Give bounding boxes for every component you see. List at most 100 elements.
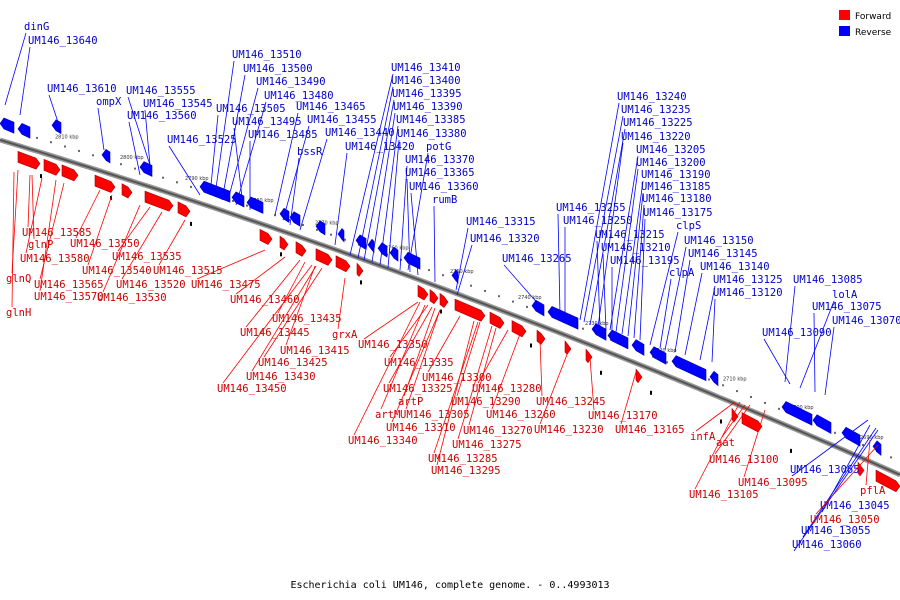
- forward-gene-label[interactable]: UM146_13350: [358, 339, 428, 351]
- forward-gene[interactable]: [259, 228, 273, 245]
- forward-gene-label[interactable]: UM146_13295: [431, 465, 501, 477]
- forward-gene[interactable]: [121, 183, 133, 199]
- forward-gene[interactable]: [454, 298, 486, 322]
- reverse-gene-label[interactable]: UM146_13210: [601, 242, 671, 254]
- forward-gene-label[interactable]: UM146_13230: [534, 424, 604, 436]
- reverse-gene-label[interactable]: UM146_13225: [623, 117, 693, 129]
- reverse-gene-label[interactable]: UM146_13075: [812, 301, 882, 313]
- reverse-gene-label[interactable]: rumB: [432, 194, 457, 206]
- forward-gene[interactable]: [43, 158, 61, 176]
- forward-gene[interactable]: [489, 311, 505, 329]
- reverse-gene[interactable]: [812, 414, 832, 435]
- reverse-gene-label[interactable]: UM146_13085: [793, 274, 863, 286]
- reverse-gene[interactable]: [0, 117, 15, 134]
- reverse-gene[interactable]: [289, 211, 301, 227]
- reverse-gene-label[interactable]: UM146_13410: [391, 62, 461, 74]
- forward-gene-label[interactable]: UM146_13300: [422, 372, 492, 384]
- forward-gene[interactable]: [295, 241, 307, 257]
- reverse-gene[interactable]: [607, 329, 629, 350]
- forward-gene-label[interactable]: UM146_13580: [20, 253, 90, 265]
- reverse-gene-label[interactable]: UM146_13200: [636, 157, 706, 169]
- forward-gene-label[interactable]: UM146_13430: [246, 371, 316, 383]
- reverse-gene-label[interactable]: UM146_13125: [713, 274, 783, 286]
- reverse-gene-label[interactable]: UM146_13385: [396, 114, 466, 126]
- forward-gene-label[interactable]: grxA: [332, 329, 358, 341]
- reverse-gene-label[interactable]: UM146_13380: [397, 128, 467, 140]
- reverse-gene[interactable]: [101, 148, 111, 164]
- reverse-gene-label[interactable]: UM146_13235: [621, 104, 691, 116]
- reverse-gene-label[interactable]: UM146_13360: [409, 181, 479, 193]
- forward-gene-label[interactable]: UM146_13565: [34, 279, 104, 291]
- reverse-gene[interactable]: [781, 401, 813, 426]
- reverse-gene[interactable]: [709, 370, 719, 387]
- forward-gene[interactable]: [335, 255, 351, 273]
- reverse-gene[interactable]: [139, 161, 153, 177]
- forward-gene[interactable]: [17, 150, 41, 170]
- forward-gene-label[interactable]: UM146_13105: [689, 489, 759, 501]
- forward-gene-label[interactable]: UM146_13415: [280, 345, 350, 357]
- forward-gene[interactable]: [177, 201, 191, 218]
- forward-gene[interactable]: [144, 190, 174, 212]
- forward-gene[interactable]: [94, 174, 116, 193]
- reverse-gene-label[interactable]: UM146_13320: [470, 233, 540, 245]
- reverse-gene-label[interactable]: UM146_13490: [256, 76, 326, 88]
- reverse-gene-label[interactable]: UM146_13485: [248, 129, 318, 141]
- reverse-gene-label[interactable]: lolA: [832, 289, 858, 301]
- forward-gene-label[interactable]: UM146_13425: [258, 357, 328, 369]
- reverse-gene-label[interactable]: UM146_13370: [405, 154, 475, 166]
- reverse-gene-label[interactable]: UM146_13560: [127, 110, 197, 122]
- reverse-gene[interactable]: [367, 238, 375, 254]
- reverse-gene-label[interactable]: UM146_13175: [643, 207, 713, 219]
- reverse-gene-label[interactable]: UM146_13480: [264, 90, 334, 102]
- forward-gene[interactable]: [417, 284, 429, 301]
- reverse-gene-label[interactable]: UM146_13525: [167, 134, 237, 146]
- reverse-gene-label[interactable]: UM146_13455: [307, 114, 377, 126]
- forward-gene-label[interactable]: UM146_13435: [272, 313, 342, 325]
- forward-gene-label[interactable]: UM146_13100: [709, 454, 779, 466]
- reverse-gene[interactable]: [531, 299, 545, 317]
- forward-gene-label[interactable]: UM146_13450: [217, 383, 287, 395]
- forward-gene-label[interactable]: UM146_13460: [230, 294, 300, 306]
- forward-gene-label[interactable]: UM146_13245: [536, 396, 606, 408]
- reverse-gene-label[interactable]: UM146_13215: [595, 229, 665, 241]
- forward-gene[interactable]: [635, 368, 643, 384]
- forward-gene[interactable]: [875, 469, 900, 493]
- reverse-gene[interactable]: [389, 246, 399, 262]
- forward-gene[interactable]: [741, 412, 763, 433]
- forward-gene[interactable]: [536, 329, 546, 345]
- forward-gene[interactable]: [61, 164, 79, 182]
- forward-gene-label[interactable]: UM146_13270: [463, 425, 533, 437]
- forward-gene[interactable]: [564, 340, 572, 355]
- reverse-gene[interactable]: [671, 355, 707, 382]
- forward-gene-label[interactable]: UM146_13095: [738, 477, 808, 489]
- reverse-gene-label[interactable]: dinG: [24, 21, 49, 33]
- reverse-gene-label[interactable]: UM146_13495: [232, 116, 302, 128]
- reverse-gene-label[interactable]: UM146_13510: [232, 49, 302, 61]
- forward-gene-label[interactable]: UM146_13165: [615, 424, 685, 436]
- reverse-gene-label[interactable]: UM146_13070: [832, 315, 900, 327]
- forward-gene-label[interactable]: UM146_13260: [486, 409, 556, 421]
- forward-gene[interactable]: [585, 348, 593, 364]
- reverse-gene[interactable]: [872, 440, 882, 457]
- forward-gene[interactable]: [439, 292, 449, 308]
- reverse-gene-label[interactable]: UM146_13055: [801, 525, 871, 537]
- reverse-gene[interactable]: [547, 306, 579, 330]
- forward-gene-label[interactable]: UM146_13280: [472, 383, 542, 395]
- reverse-gene-label[interactable]: UM146_13505: [216, 103, 286, 115]
- reverse-gene-label[interactable]: UM146_13120: [713, 287, 783, 299]
- reverse-gene-label[interactable]: UM146_13255: [556, 202, 626, 214]
- forward-gene-label[interactable]: UM146_13340: [348, 435, 418, 447]
- reverse-gene-label[interactable]: UM146_13145: [688, 248, 758, 260]
- reverse-gene-label[interactable]: UM146_13240: [617, 91, 687, 103]
- reverse-gene-label[interactable]: UM146_13500: [243, 63, 313, 75]
- forward-gene[interactable]: [356, 262, 364, 277]
- forward-gene-label[interactable]: UM146_13285: [428, 453, 498, 465]
- reverse-gene[interactable]: [337, 228, 345, 243]
- forward-gene-label[interactable]: UM146_13540: [82, 265, 152, 277]
- reverse-gene[interactable]: [315, 220, 326, 236]
- reverse-gene-label[interactable]: UM146_13365: [405, 167, 475, 179]
- forward-gene-label[interactable]: UM146_13530: [97, 292, 167, 304]
- reverse-gene-label[interactable]: UM146_13065: [790, 464, 860, 476]
- reverse-gene-label[interactable]: UM146_13315: [466, 216, 536, 228]
- reverse-gene-label[interactable]: UM146_13140: [700, 261, 770, 273]
